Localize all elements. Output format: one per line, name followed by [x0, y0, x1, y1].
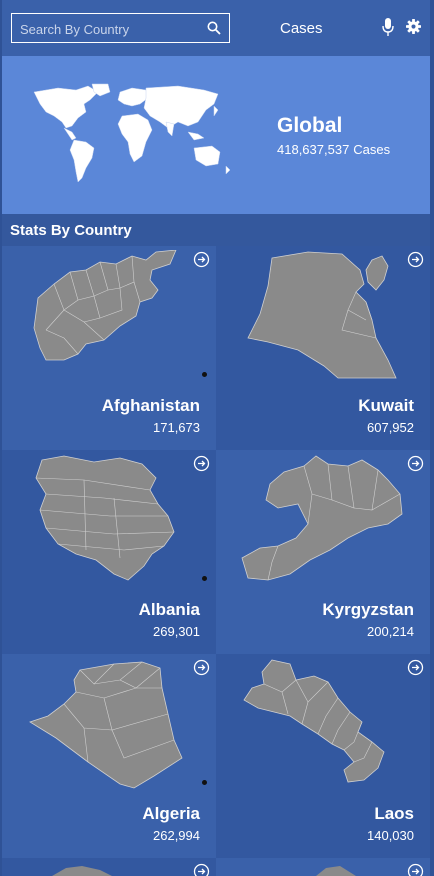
country-card-kyrgyzstan[interactable]: Kyrgyzstan 200,214 — [216, 450, 430, 654]
arrow-right-circle-icon[interactable] — [193, 455, 210, 472]
country-name: Algeria — [142, 804, 200, 823]
country-map-algeria — [29, 661, 183, 789]
country-cases: 269,301 — [153, 624, 200, 639]
country-cases: 262,994 — [153, 828, 200, 843]
global-cases: 418,637,537 Cases — [277, 142, 394, 157]
country-map-albania — [35, 455, 175, 581]
country-cases: 607,952 — [367, 420, 414, 435]
search-input[interactable] — [12, 14, 212, 44]
search-icon[interactable] — [207, 21, 221, 35]
header-title: Cases — [280, 20, 323, 37]
marker-dot — [202, 372, 207, 377]
world-map — [33, 83, 231, 183]
country-name: Kuwait — [358, 396, 414, 415]
arrow-right-circle-icon[interactable] — [193, 659, 210, 676]
arrow-right-circle-icon[interactable] — [193, 863, 210, 876]
country-map-partial — [316, 866, 356, 876]
top-bar: Cases — [2, 0, 430, 56]
country-card-partial[interactable] — [2, 858, 216, 876]
global-cases-label: Cases — [353, 142, 391, 157]
search-box[interactable] — [11, 13, 230, 44]
global-banner[interactable]: Global 418,637,537 Cases — [2, 56, 430, 214]
arrow-right-circle-icon[interactable] — [407, 251, 424, 268]
country-name: Laos — [374, 804, 414, 823]
arrow-right-circle-icon[interactable] — [407, 659, 424, 676]
country-name: Afghanistan — [101, 396, 200, 415]
country-map-kuwait — [247, 251, 397, 379]
country-map-kyrgyzstan — [241, 455, 403, 581]
country-cases: 200,214 — [367, 624, 414, 639]
microphone-icon[interactable] — [382, 18, 394, 36]
country-map-partial — [52, 866, 112, 876]
section-header: Stats By Country — [2, 214, 430, 246]
country-card-laos[interactable]: Laos 140,030 — [216, 654, 430, 858]
gear-icon[interactable] — [406, 19, 421, 34]
country-name: Albania — [138, 600, 200, 619]
country-name: Kyrgyzstan — [322, 600, 414, 619]
marker-dot — [202, 576, 207, 581]
country-card-kuwait[interactable]: Kuwait 607,952 — [216, 246, 430, 450]
country-cases: 140,030 — [367, 828, 414, 843]
country-map-afghanistan — [33, 250, 177, 361]
marker-dot — [202, 780, 207, 785]
arrow-right-circle-icon[interactable] — [407, 863, 424, 876]
global-cases-value: 418,637,537 — [277, 142, 350, 157]
country-card-algeria[interactable]: Algeria 262,994 — [2, 654, 216, 858]
country-cases: 171,673 — [153, 420, 200, 435]
arrow-right-circle-icon[interactable] — [407, 455, 424, 472]
country-card-albania[interactable]: Albania 269,301 — [2, 450, 216, 654]
arrow-right-circle-icon[interactable] — [193, 251, 210, 268]
section-title: Stats By Country — [10, 222, 132, 239]
country-card-partial[interactable] — [216, 858, 430, 876]
country-map-laos — [243, 659, 385, 783]
country-card-afghanistan[interactable]: Afghanistan 171,673 — [2, 246, 216, 450]
global-title: Global — [277, 114, 343, 137]
